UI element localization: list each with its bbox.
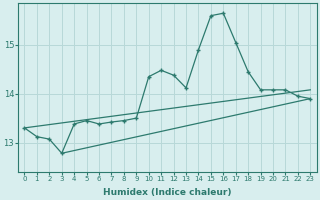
X-axis label: Humidex (Indice chaleur): Humidex (Indice chaleur): [103, 188, 232, 197]
